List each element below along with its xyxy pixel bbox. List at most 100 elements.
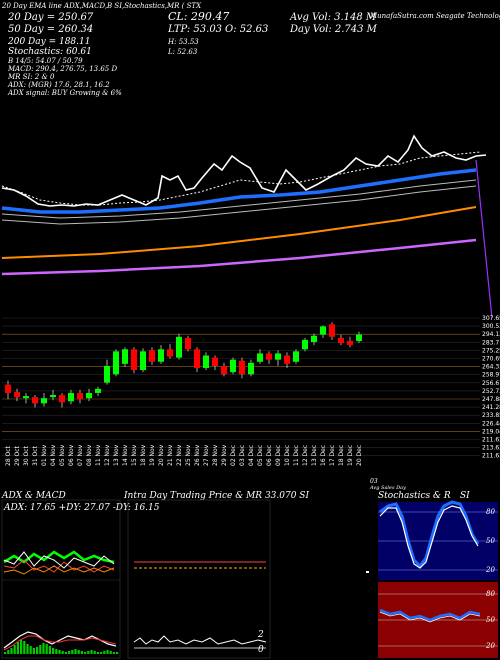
- candle-body: [194, 349, 200, 368]
- candle-body: [221, 365, 227, 375]
- date-axis-label: 18 Dec: [338, 445, 345, 466]
- macd-histogram-bar: [36, 647, 39, 654]
- header-top-line: 20 Day EMA line ADX,MACD,B SI,Stochastic…: [2, 2, 202, 10]
- date-axis-label: 31 Oct: [32, 445, 39, 466]
- date-axis-label: 10 Dec: [284, 445, 291, 466]
- macd-histogram-bar: [55, 649, 58, 654]
- macd-histogram-bar: [20, 640, 23, 654]
- date-axis-label: 22 Nov: [176, 444, 183, 466]
- stochastics-readout: Stochastics: 60.61: [8, 47, 92, 57]
- price-axis-label: 300.53: [482, 323, 500, 330]
- candle-body: [239, 360, 245, 375]
- macd-histogram-bar: [84, 652, 87, 654]
- macd-histogram-bar: [116, 652, 119, 654]
- adx-panel-title: ADX & MACD: [2, 491, 66, 501]
- adx-readout: ADX: (MGR) 17.6, 28.1, 16.2: [8, 81, 110, 89]
- stoch-level-50: 50: [486, 537, 495, 545]
- macd-histogram-bar: [64, 652, 67, 654]
- candle-body: [185, 337, 191, 350]
- macd-histogram-bar: [10, 648, 13, 654]
- ema200-readout: 200 Day = 188.11: [8, 37, 91, 47]
- candle-body: [167, 349, 173, 357]
- macd-histogram-bar: [39, 645, 42, 654]
- candle-body: [275, 353, 281, 360]
- macd-histogram-bar: [45, 644, 48, 654]
- date-axis-label: 14 Nov: [122, 444, 129, 466]
- date-axis-label: 25 Nov: [185, 444, 192, 466]
- candles-group: [5, 322, 362, 408]
- date-axis-label: 20 Nov: [158, 444, 165, 466]
- date-axis-label: 29 Oct: [14, 445, 21, 466]
- macd-histogram-bar: [80, 651, 83, 654]
- macd-histogram-bar: [42, 643, 45, 654]
- stoch-panel-title: Stochastics & R: [378, 491, 451, 501]
- date-axis-label: 13 Nov: [113, 444, 120, 466]
- candle-body: [311, 335, 317, 342]
- macd-histogram-bar: [48, 646, 51, 654]
- stoch-panel-si: SI: [460, 491, 470, 501]
- price-axis-label: 275.25: [482, 347, 500, 354]
- date-axis-label: 03 Dec: [239, 445, 246, 466]
- candle-body: [293, 351, 299, 362]
- price-axis-label: 256.67: [482, 380, 500, 387]
- ltp-readout: LTP: 53.03: [168, 24, 223, 35]
- price-axis-label: 264.33: [482, 364, 500, 371]
- candle-body: [230, 359, 236, 373]
- macd-histogram-bar: [7, 650, 10, 654]
- date-axis-label: 27 Nov: [203, 444, 210, 466]
- date-axis-label: 08 Nov: [86, 444, 93, 466]
- candle-body: [266, 353, 272, 360]
- macd-histogram-bar: [74, 649, 77, 654]
- date-axis-label: 04 Dec: [248, 445, 255, 466]
- date-axis-label: 05 Nov: [59, 444, 66, 466]
- macd-histogram-bar: [68, 651, 71, 654]
- price-axis-label: 233.85: [482, 412, 500, 419]
- price-axis-label: 307.65: [482, 315, 500, 322]
- candle-body: [23, 396, 29, 399]
- open-readout: O: 52.63: [225, 24, 269, 35]
- date-axis-label: 04 Nov: [50, 444, 57, 466]
- drop-line: [475, 159, 493, 319]
- high-readout: H: 53.53: [168, 38, 199, 46]
- macd-histogram-bar: [26, 644, 29, 654]
- macd-histogram-bar: [109, 651, 112, 654]
- candle-body: [104, 365, 110, 383]
- price-axis-label: 241.28: [482, 404, 500, 411]
- candle-body: [41, 398, 47, 404]
- macd-histogram-bar: [71, 650, 74, 654]
- candle-body: [176, 336, 182, 358]
- avg-volume-readout: Avg Vol: 3.148 M: [290, 12, 377, 23]
- price-axis-label: 283.7: [482, 339, 499, 346]
- date-axis-label: 17 Dec: [329, 445, 336, 466]
- date-axis-label: 15 Nov: [131, 444, 138, 466]
- low-readout: L: 52.63: [168, 48, 198, 56]
- ema200-line: [1, 206, 477, 259]
- intraday-label-0: 0: [258, 645, 264, 655]
- candle-body: [158, 349, 164, 362]
- macd-histogram-bar: [90, 650, 93, 654]
- macd-histogram-bar: [4, 652, 7, 654]
- rsi-level-50: 50: [486, 616, 495, 624]
- candle-body: [32, 397, 38, 404]
- date-axis-label: 11 Nov: [95, 444, 102, 466]
- date-axis-label: 19 Nov: [149, 444, 156, 466]
- candle-body: [149, 350, 155, 362]
- price-axis-label: 211.63: [482, 437, 500, 444]
- rsi-level-80: 80: [486, 590, 495, 598]
- ema20-dotted-line: [1, 151, 481, 206]
- ema-upper-band: [1, 179, 477, 219]
- candle-body: [68, 392, 74, 402]
- candle-body: [257, 353, 263, 362]
- volume-note-1: 03: [370, 478, 378, 485]
- price-axis-label: 226.44: [482, 420, 500, 427]
- ema50-line: [1, 168, 477, 214]
- date-axis-label: 20 Dec: [356, 445, 363, 466]
- price-axis-label: 294.13: [482, 331, 500, 338]
- price-grid: [2, 317, 480, 457]
- price-axis-label: 247.88: [482, 396, 500, 403]
- adx-panel-values: ADX: 17.65 +DY: 27.07 -DY: 16.15: [4, 503, 160, 513]
- date-axis-label: 01 Nov: [41, 444, 48, 466]
